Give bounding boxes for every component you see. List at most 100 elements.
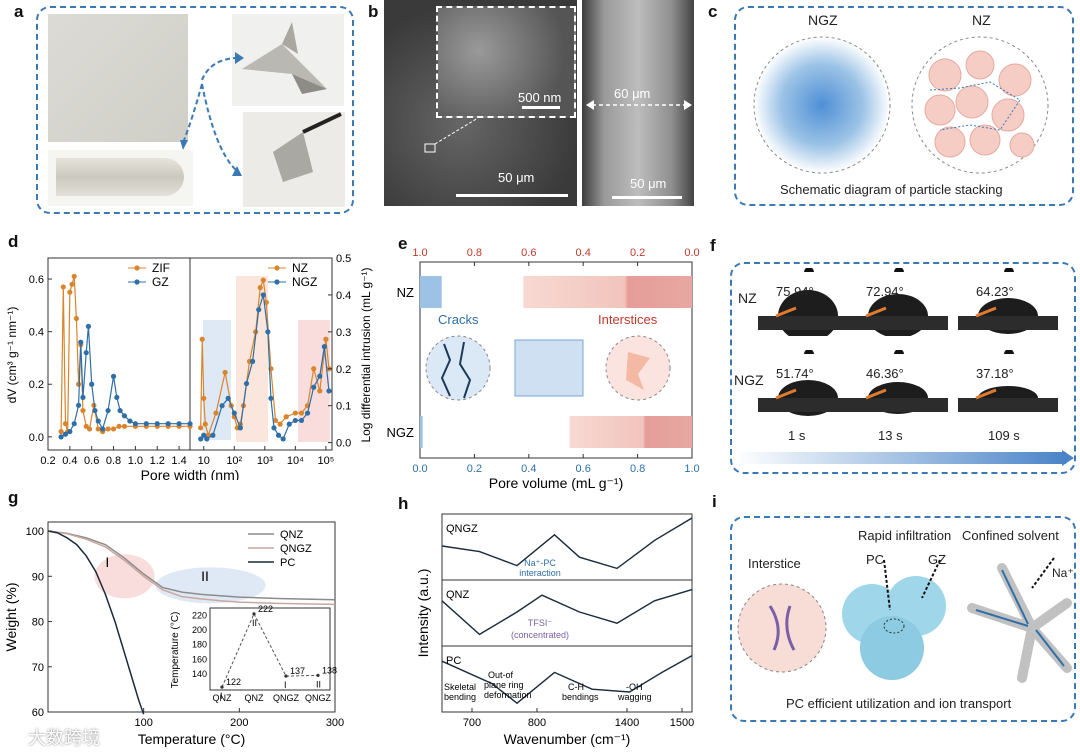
h-annot-oop3: deformation: [484, 690, 532, 700]
d-left-point-ZIF: [73, 315, 79, 322]
d-right-point-NGZ: [317, 373, 323, 379]
d-left-xtick-label: 1.2: [150, 455, 165, 467]
d-legend-label-GZ: GZ: [152, 275, 169, 289]
e-top-tick-label: 0.2: [630, 247, 645, 259]
h-annot-na-pc: Na⁺-PC: [524, 558, 556, 568]
d-right-ytick-label: 0.2: [336, 364, 351, 376]
g-legend-label-QNGZ: QNGZ: [280, 543, 312, 555]
droplet-image: [758, 267, 858, 342]
d-left-point-ZIF: [69, 281, 75, 287]
d-right-point-NGZ: [286, 421, 292, 427]
g-inset-value-label: 138: [322, 665, 337, 675]
g-inset-ytick-label: 160: [192, 654, 207, 664]
ion-transport-diagram: [737, 557, 1072, 683]
e-top-tick-label: 0.6: [521, 247, 536, 259]
e-cracks-circle: [425, 335, 491, 401]
d-right-point-NZ: [202, 421, 208, 427]
d-right-point-NGZ: [250, 358, 256, 364]
e-top-tick-label: 0.8: [467, 247, 482, 259]
d-left-point-ZIF: [62, 421, 69, 427]
d-left-point-GZ: [80, 394, 86, 400]
panel-c-caption: Schematic diagram of particle stacking: [780, 182, 1003, 197]
contact-angle-value: 75.94°: [776, 284, 814, 299]
g-xtick-label: 200: [230, 717, 248, 729]
e-particle-block: [514, 339, 584, 397]
panel-c-frame: [734, 6, 1074, 206]
e-plot-frame: [419, 261, 693, 459]
d-left-point-GZ: [114, 394, 120, 400]
d-left-point-ZIF: [60, 284, 66, 290]
d-left-xtick-label: 1.0: [128, 455, 143, 467]
d-right-point-NZ: [298, 410, 305, 416]
d-legend-label-NZ: NZ: [292, 261, 308, 275]
d-left-point-ZIF: [110, 426, 117, 432]
droplet-image: [758, 349, 858, 418]
h-spectrum-PC: [441, 654, 693, 705]
h-category-label-QNZ: QNZ: [446, 589, 470, 601]
time-arrow-head: [1062, 450, 1074, 466]
d-ylabel-right: Log differential intrusion (mL g⁻¹): [359, 267, 373, 442]
d-right-point-NZ: [222, 369, 228, 376]
d-left-point-GZ: [85, 323, 92, 329]
g-inset-value-label: 122: [226, 677, 241, 687]
g-legend-label-QNZ: QNZ: [280, 529, 304, 541]
d-left-point-GZ: [143, 421, 149, 427]
ftir-chart: QNGZ QNZ PC 700 800 1400 1500 Wavenumber (cm⁻¹)…: [415, 513, 694, 747]
d-xlabel: Pore width (nm): [141, 467, 240, 480]
g-inset-point: [316, 673, 320, 677]
e-xlabel: Pore volume (mL g⁻¹): [489, 475, 623, 491]
d-right-point-NGZ: [321, 344, 327, 350]
d-right-point-NZ: [198, 425, 204, 431]
g-ytick-label: 80: [32, 617, 44, 629]
g-inset-ytick-label: 140: [192, 669, 207, 679]
h-annot-oh1: -OH: [626, 682, 643, 692]
thickness-label: 60 μm: [614, 86, 651, 101]
e-interstices-label: Interstices: [598, 312, 658, 327]
d-right-point-NGZ: [280, 436, 286, 442]
zoom-lines: [424, 117, 479, 153]
d-left-point-ZIF: [80, 407, 86, 414]
e-xtick-label: 0.8: [630, 463, 645, 475]
d-right-point-NZ: [283, 414, 289, 420]
d-left-point-GZ: [121, 413, 128, 419]
d-right-point-NZ: [199, 336, 205, 342]
g-inset-phase-label: II: [252, 618, 257, 628]
d-right-point-NZ: [272, 417, 279, 424]
confined-solvent-label: Confined solvent: [962, 528, 1059, 543]
rapid-infiltration-label: Rapid infiltration: [858, 528, 952, 543]
d-right-point-NGZ: [237, 425, 243, 431]
d-left-point-GZ: [75, 402, 82, 408]
d-right-point-NGZ: [265, 329, 271, 335]
rolled-paper-photo: [48, 150, 193, 206]
d-right-point-NZ: [277, 421, 283, 427]
droplet-image: [848, 349, 948, 418]
d-right-xtick-label: 10²: [226, 455, 242, 467]
h-annot-oh2: wagging: [617, 692, 652, 702]
panel-a-frame: [36, 6, 354, 214]
d-right-point-NZ: [263, 299, 269, 305]
folded-paper-tweezers-photo: [243, 112, 345, 207]
droplet-image: [958, 349, 1058, 418]
d-left-point-GZ: [100, 426, 106, 432]
d-right-ytick-label: 0.5: [336, 253, 351, 265]
panel-label-d: d: [8, 232, 19, 251]
g-line-QNGZ: [47, 530, 336, 606]
g-inset-phase-label: I: [220, 691, 223, 701]
particle-stacking-diagram: [753, 36, 1049, 174]
d-left-point-GZ: [132, 421, 138, 427]
d-ylabel-left: dV (cm³ g⁻¹ nm⁻¹): [5, 307, 19, 404]
g-legend-label-PC: PC: [280, 557, 295, 569]
g-inset-frame: [209, 607, 331, 691]
gz-label: GZ: [928, 552, 947, 567]
g-inset-phase-label: II: [316, 679, 321, 689]
e-xtick-label: 0.6: [576, 463, 591, 475]
g-xtick-label: 100: [134, 717, 152, 729]
g-ytick-label: 60: [32, 707, 44, 719]
h-spectrum-QNGZ: [441, 517, 693, 570]
panel-i-caption: PC efficient utilization and ion transpo…: [786, 696, 1012, 711]
h-xtick-label: 1400: [615, 717, 639, 729]
g-inset-phase-label: I: [284, 680, 287, 690]
ngz-circle: [753, 36, 891, 174]
g-xlabel: Temperature (°C): [138, 731, 246, 747]
e-category-label-NZ: NZ: [397, 285, 414, 300]
